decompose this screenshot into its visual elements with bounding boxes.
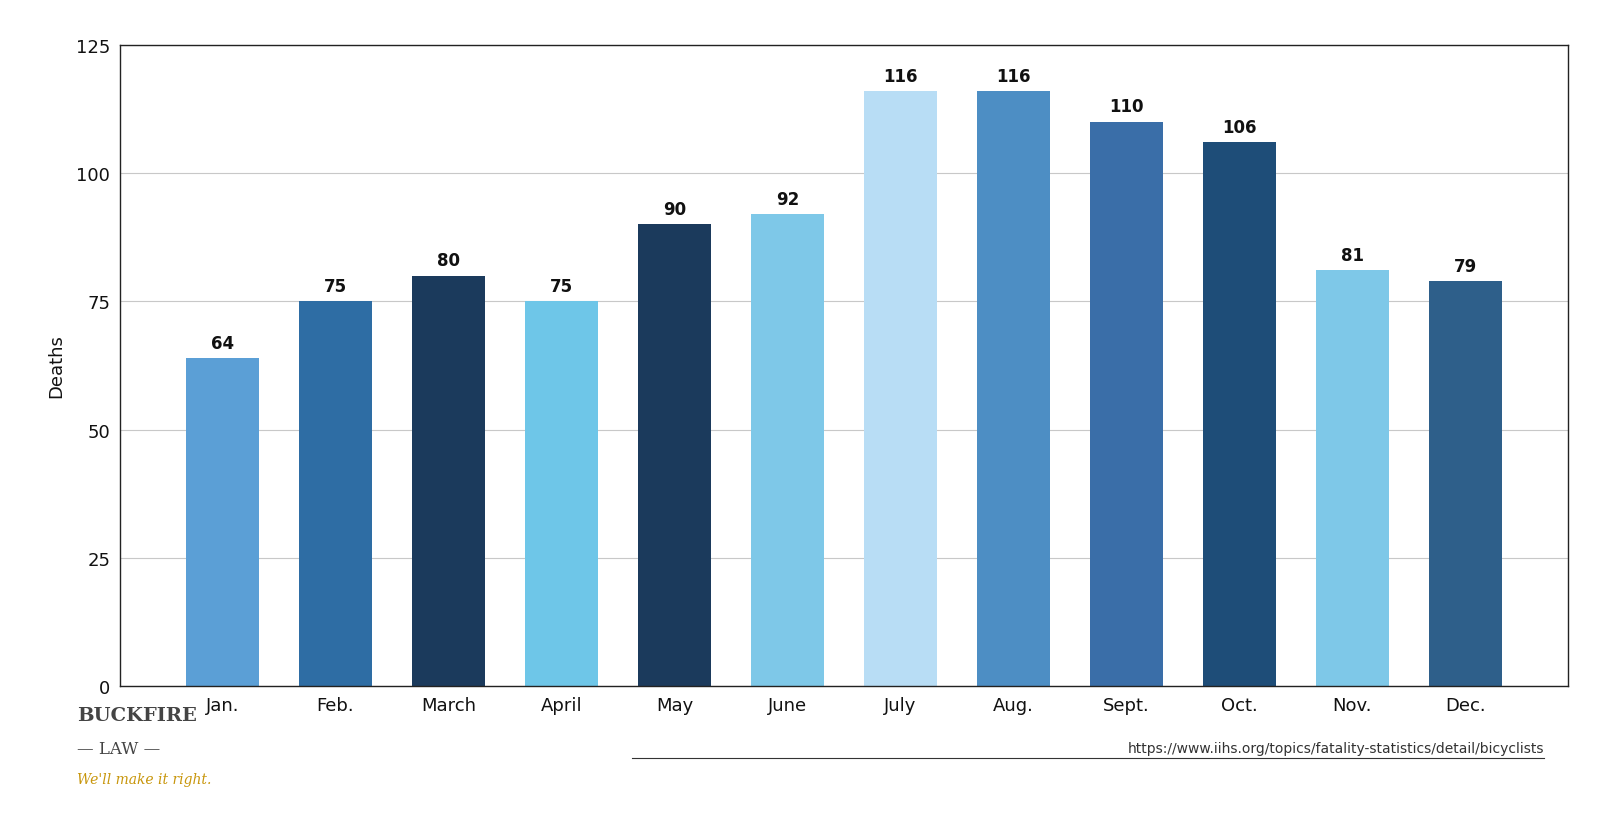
Text: 75: 75	[550, 278, 573, 296]
Text: We'll make it right.: We'll make it right.	[77, 772, 211, 786]
Text: 106: 106	[1222, 119, 1256, 136]
Text: BUCKFIRE: BUCKFIRE	[77, 706, 197, 724]
Bar	[1429, 281, 1502, 686]
Text: 90: 90	[662, 201, 686, 219]
Text: — LAW —: — LAW —	[77, 740, 160, 757]
Bar	[186, 358, 259, 686]
Bar	[864, 92, 938, 686]
Y-axis label: Deaths: Deaths	[46, 334, 64, 398]
Text: 110: 110	[1109, 98, 1144, 117]
Text: 116: 116	[997, 68, 1030, 85]
Bar	[1090, 122, 1163, 686]
Text: 75: 75	[323, 278, 347, 296]
Bar	[750, 215, 824, 686]
Text: 92: 92	[776, 190, 798, 208]
Text: 81: 81	[1341, 247, 1363, 265]
Text: 80: 80	[437, 252, 461, 270]
Bar	[1315, 271, 1389, 686]
Bar	[411, 276, 485, 686]
Bar	[299, 302, 373, 686]
Bar	[525, 302, 598, 686]
Text: 79: 79	[1454, 257, 1477, 275]
Bar	[976, 92, 1050, 686]
Bar	[1203, 143, 1277, 686]
Text: 116: 116	[883, 68, 918, 85]
Text: 64: 64	[211, 334, 234, 352]
Bar	[638, 225, 712, 686]
Text: https://www.iihs.org/topics/fatality-statistics/detail/bicyclists: https://www.iihs.org/topics/fatality-sta…	[1128, 742, 1544, 755]
